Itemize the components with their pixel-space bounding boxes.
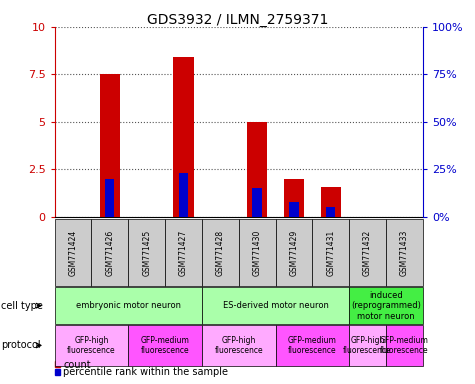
- Text: cell type: cell type: [1, 301, 43, 311]
- Text: GDS3932 / ILMN_2759371: GDS3932 / ILMN_2759371: [147, 13, 328, 27]
- Text: GSM771427: GSM771427: [179, 229, 188, 276]
- Text: ES-derived motor neuron: ES-derived motor neuron: [223, 301, 328, 310]
- Text: GFP-medium
fluorescence: GFP-medium fluorescence: [380, 336, 429, 355]
- Text: GSM771428: GSM771428: [216, 229, 225, 276]
- Text: GSM771424: GSM771424: [68, 229, 77, 276]
- Text: GFP-high
fluorescence: GFP-high fluorescence: [67, 336, 116, 355]
- Bar: [326, 207, 335, 217]
- Bar: [247, 122, 267, 217]
- Text: GFP-medium
fluorescence: GFP-medium fluorescence: [288, 336, 337, 355]
- Bar: [284, 179, 304, 217]
- Text: protocol: protocol: [1, 340, 40, 351]
- Text: GFP-high
fluorescence: GFP-high fluorescence: [343, 336, 392, 355]
- Bar: [253, 189, 262, 217]
- Bar: [55, 361, 60, 367]
- Bar: [105, 179, 114, 217]
- Text: induced
(reprogrammed)
motor neuron: induced (reprogrammed) motor neuron: [351, 291, 421, 321]
- Bar: [289, 202, 298, 217]
- Text: GSM771425: GSM771425: [142, 229, 151, 276]
- Text: GSM771430: GSM771430: [253, 229, 262, 276]
- Bar: [179, 173, 188, 217]
- Text: percentile rank within the sample: percentile rank within the sample: [63, 367, 228, 377]
- Text: GSM771431: GSM771431: [326, 229, 335, 276]
- Text: GFP-high
fluorescence: GFP-high fluorescence: [214, 336, 263, 355]
- Text: embryonic motor neuron: embryonic motor neuron: [76, 301, 181, 310]
- Bar: [173, 57, 194, 217]
- Bar: [100, 74, 120, 217]
- Text: GSM771433: GSM771433: [400, 229, 409, 276]
- Text: GSM771429: GSM771429: [289, 229, 298, 276]
- Text: GSM771426: GSM771426: [105, 229, 114, 276]
- Text: count: count: [63, 360, 91, 370]
- Bar: [321, 187, 341, 217]
- Text: GSM771432: GSM771432: [363, 229, 372, 276]
- Bar: [55, 369, 60, 375]
- Text: GFP-medium
fluorescence: GFP-medium fluorescence: [141, 336, 190, 355]
